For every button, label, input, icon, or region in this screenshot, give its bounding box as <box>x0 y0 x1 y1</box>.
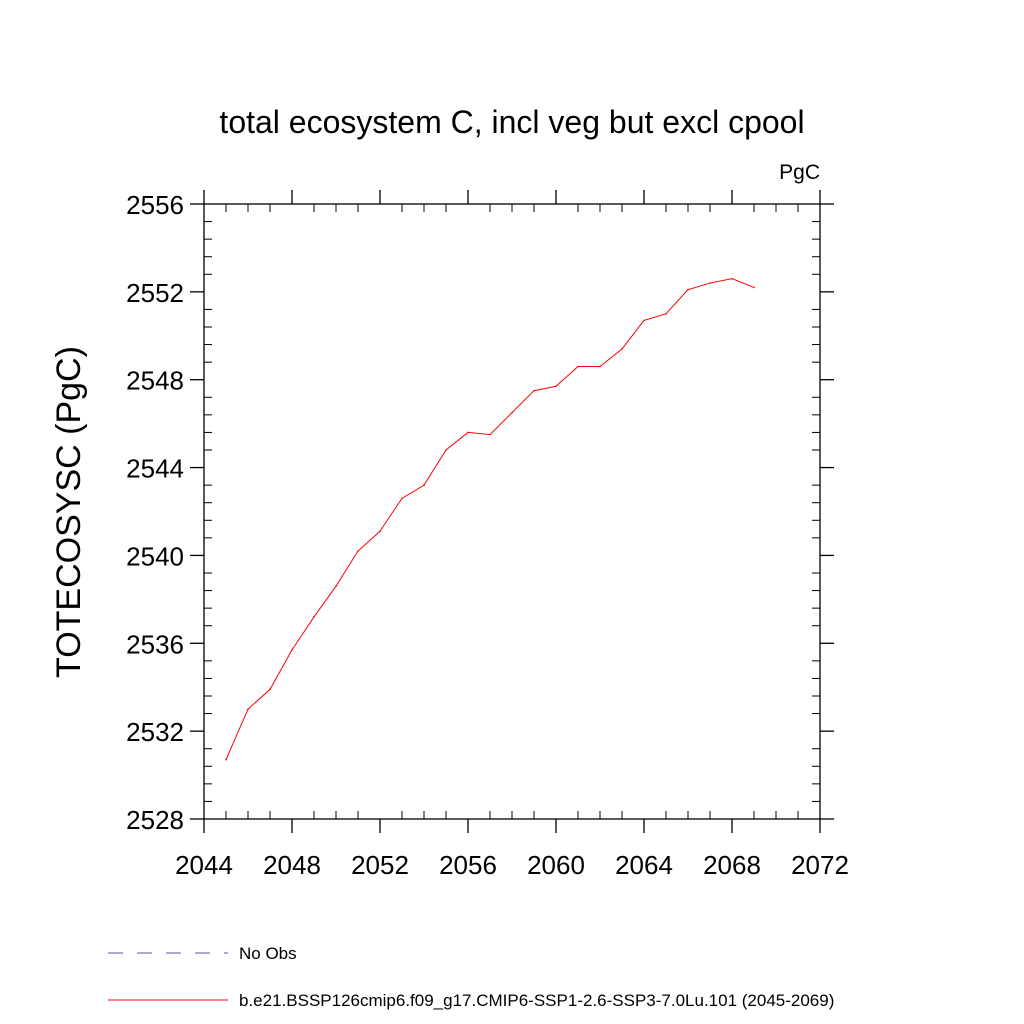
x-tick-label: 2060 <box>527 850 585 880</box>
x-tick-label: 2064 <box>615 850 673 880</box>
y-tick-label: 2532 <box>126 717 184 747</box>
y-tick-label: 2544 <box>126 454 184 484</box>
data-point <box>467 431 469 434</box>
y-axis-title: TOTECOSYSC (PgC) <box>50 346 88 678</box>
plot-frame <box>203 203 821 820</box>
data-point <box>313 616 315 618</box>
legend-label-no-obs: No Obs <box>239 944 297 963</box>
data-point <box>577 365 579 368</box>
x-tick-label: 2068 <box>703 850 761 880</box>
data-point <box>709 282 711 284</box>
data-point <box>599 365 601 368</box>
chart-title: total ecosystem C, incl veg but excl cpo… <box>219 104 804 140</box>
series-line <box>225 278 755 760</box>
data-point <box>555 385 557 388</box>
data-point <box>247 708 249 710</box>
y-tick-label: 2528 <box>126 805 184 835</box>
data-point <box>731 277 733 280</box>
data-point <box>643 319 645 322</box>
data-point <box>665 313 667 315</box>
data-point <box>621 348 623 350</box>
legend-label-model: b.e21.BSSP126cmip6.f09_g17.CMIP6-SSP1-2.… <box>239 991 834 1010</box>
y-tick-label: 2540 <box>126 541 184 571</box>
legend: No Obs b.e21.BSSP126cmip6.f09_g17.CMIP6-… <box>108 944 834 1010</box>
y-tick-label: 2548 <box>126 366 184 396</box>
data-point <box>379 530 381 533</box>
data-point <box>489 433 491 436</box>
data-point <box>357 550 359 552</box>
x-tick-label: 2048 <box>263 850 321 880</box>
data-point <box>291 649 293 651</box>
y-tick-label: 2536 <box>126 629 184 659</box>
data-series <box>225 277 755 761</box>
data-point <box>511 411 513 414</box>
x-tick-label: 2056 <box>439 850 497 880</box>
tick-labels: 2044 2048 2052 2056 2060 2064 2068 2072 2528 2532… <box>126 190 849 880</box>
x-tick-label: 2052 <box>351 850 409 880</box>
data-point <box>687 288 689 291</box>
axis-ticks <box>190 190 834 833</box>
data-point <box>401 497 403 500</box>
y-tick-label: 2556 <box>126 190 184 220</box>
data-point <box>533 389 535 392</box>
data-point <box>335 585 337 587</box>
x-tick-label: 2044 <box>175 850 233 880</box>
data-point <box>269 688 271 691</box>
units-label: PgC <box>779 161 820 184</box>
data-point <box>423 484 425 486</box>
data-point <box>225 758 227 761</box>
y-tick-label: 2552 <box>126 278 184 308</box>
data-point <box>753 286 755 289</box>
data-point <box>445 449 447 451</box>
x-tick-label: 2072 <box>791 850 849 880</box>
